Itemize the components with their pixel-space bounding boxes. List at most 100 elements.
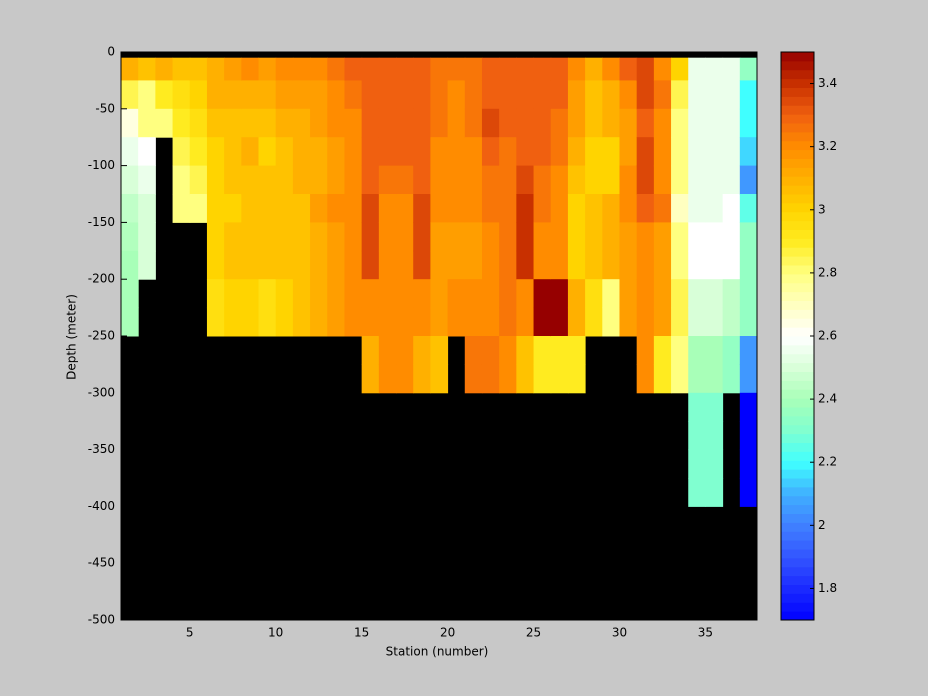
heat-cell: [705, 478, 724, 507]
heat-cell: [378, 222, 397, 252]
heat-cell: [189, 80, 208, 110]
heat-cell: [327, 165, 345, 195]
heat-cell: [688, 336, 706, 365]
heat-cell: [121, 194, 139, 223]
heat-cell: [516, 364, 535, 394]
heat-cell: [585, 57, 603, 81]
heat-cell: [206, 250, 225, 280]
colorbar-tick-label: 2.4: [818, 392, 837, 406]
heat-cell: [739, 364, 758, 394]
heat-cell: [396, 165, 414, 195]
heat-cell: [671, 307, 689, 337]
heat-cell: [705, 194, 724, 223]
heat-cell: [516, 336, 535, 365]
heat-cell: [155, 108, 174, 138]
heat-cell: [275, 57, 294, 81]
heat-cell: [688, 279, 706, 309]
heat-cell: [739, 279, 758, 309]
heat-cell: [739, 478, 758, 507]
heat-cell: [310, 108, 328, 138]
heat-cell: [516, 250, 535, 280]
heat-cell: [636, 307, 655, 337]
y-tick-label: -50: [95, 101, 115, 115]
colorbar-band: [781, 194, 814, 204]
heat-cell: [396, 57, 414, 81]
heat-cell: [567, 57, 586, 81]
heat-cell: [619, 165, 638, 195]
heat-cell: [258, 137, 277, 167]
heat-cell: [739, 421, 758, 451]
heat-cell: [361, 364, 380, 394]
heat-cell: [430, 222, 449, 252]
x-tick-label: 35: [698, 626, 713, 640]
heat-cell: [275, 222, 294, 252]
heat-cell: [516, 80, 535, 110]
heat-cell: [585, 279, 603, 309]
heat-cell: [653, 137, 672, 167]
heat-cell: [327, 108, 345, 138]
colorbar-tick-label: 2.2: [818, 455, 837, 469]
heat-cell: [206, 80, 225, 110]
heat-cell: [189, 194, 208, 223]
heat-cell: [602, 250, 620, 280]
colorbar-band: [781, 549, 814, 559]
heat-cell: [705, 165, 724, 195]
heat-cell: [688, 108, 706, 138]
heat-cell: [258, 80, 277, 110]
heat-cell: [344, 137, 363, 167]
heat-cell: [705, 57, 724, 81]
heat-cell: [585, 250, 603, 280]
heat-cell: [533, 279, 552, 309]
heat-cell: [636, 80, 655, 110]
colorbar-band: [781, 265, 814, 275]
heat-cell: [361, 194, 380, 223]
heat-cell: [224, 108, 242, 138]
colorbar-band: [781, 353, 814, 364]
heat-cell: [481, 222, 500, 252]
heat-cell: [310, 165, 328, 195]
heat-cell: [516, 57, 535, 81]
heat-cell: [447, 165, 466, 195]
heat-cell: [224, 57, 242, 81]
heat-cell: [619, 80, 638, 110]
heat-cell: [464, 307, 483, 337]
heat-cell: [499, 137, 517, 167]
x-tick-label: 10: [268, 626, 283, 640]
heat-cell: [722, 194, 741, 223]
heat-cell: [189, 108, 208, 138]
heat-cell: [138, 250, 156, 280]
heat-cell: [585, 80, 603, 110]
heat-cell: [653, 57, 672, 81]
heat-cell: [653, 364, 672, 394]
heat-cell: [688, 80, 706, 110]
x-tick-label: 15: [354, 626, 369, 640]
colorbar-band: [781, 105, 814, 115]
heat-cell: [413, 57, 431, 81]
heat-cell: [189, 57, 208, 81]
colorbar-band: [781, 300, 814, 310]
heat-cell: [499, 307, 517, 337]
colorbar-band: [781, 131, 814, 142]
heat-cell: [653, 250, 672, 280]
colorbar-tick-label: 3: [818, 202, 826, 216]
heat-cell: [327, 222, 345, 252]
heat-cell: [671, 364, 689, 394]
heat-cell: [550, 108, 569, 138]
heat-cell: [464, 222, 483, 252]
heat-cell: [138, 57, 156, 81]
heat-cell: [172, 194, 191, 223]
heat-cell: [224, 222, 242, 252]
colorbar-band: [781, 114, 814, 124]
colorbar-band: [781, 566, 814, 577]
heat-cell: [739, 194, 758, 223]
colorbar-band: [781, 69, 814, 80]
heat-cell: [447, 279, 466, 309]
heat-cell: [241, 194, 260, 223]
colorbar-band: [781, 220, 814, 230]
heat-cell: [739, 137, 758, 167]
heat-cell: [413, 222, 431, 252]
heat-cell: [722, 165, 741, 195]
heat-cell: [189, 137, 208, 167]
heat-cell: [499, 250, 517, 280]
colorbar-band: [781, 60, 814, 71]
